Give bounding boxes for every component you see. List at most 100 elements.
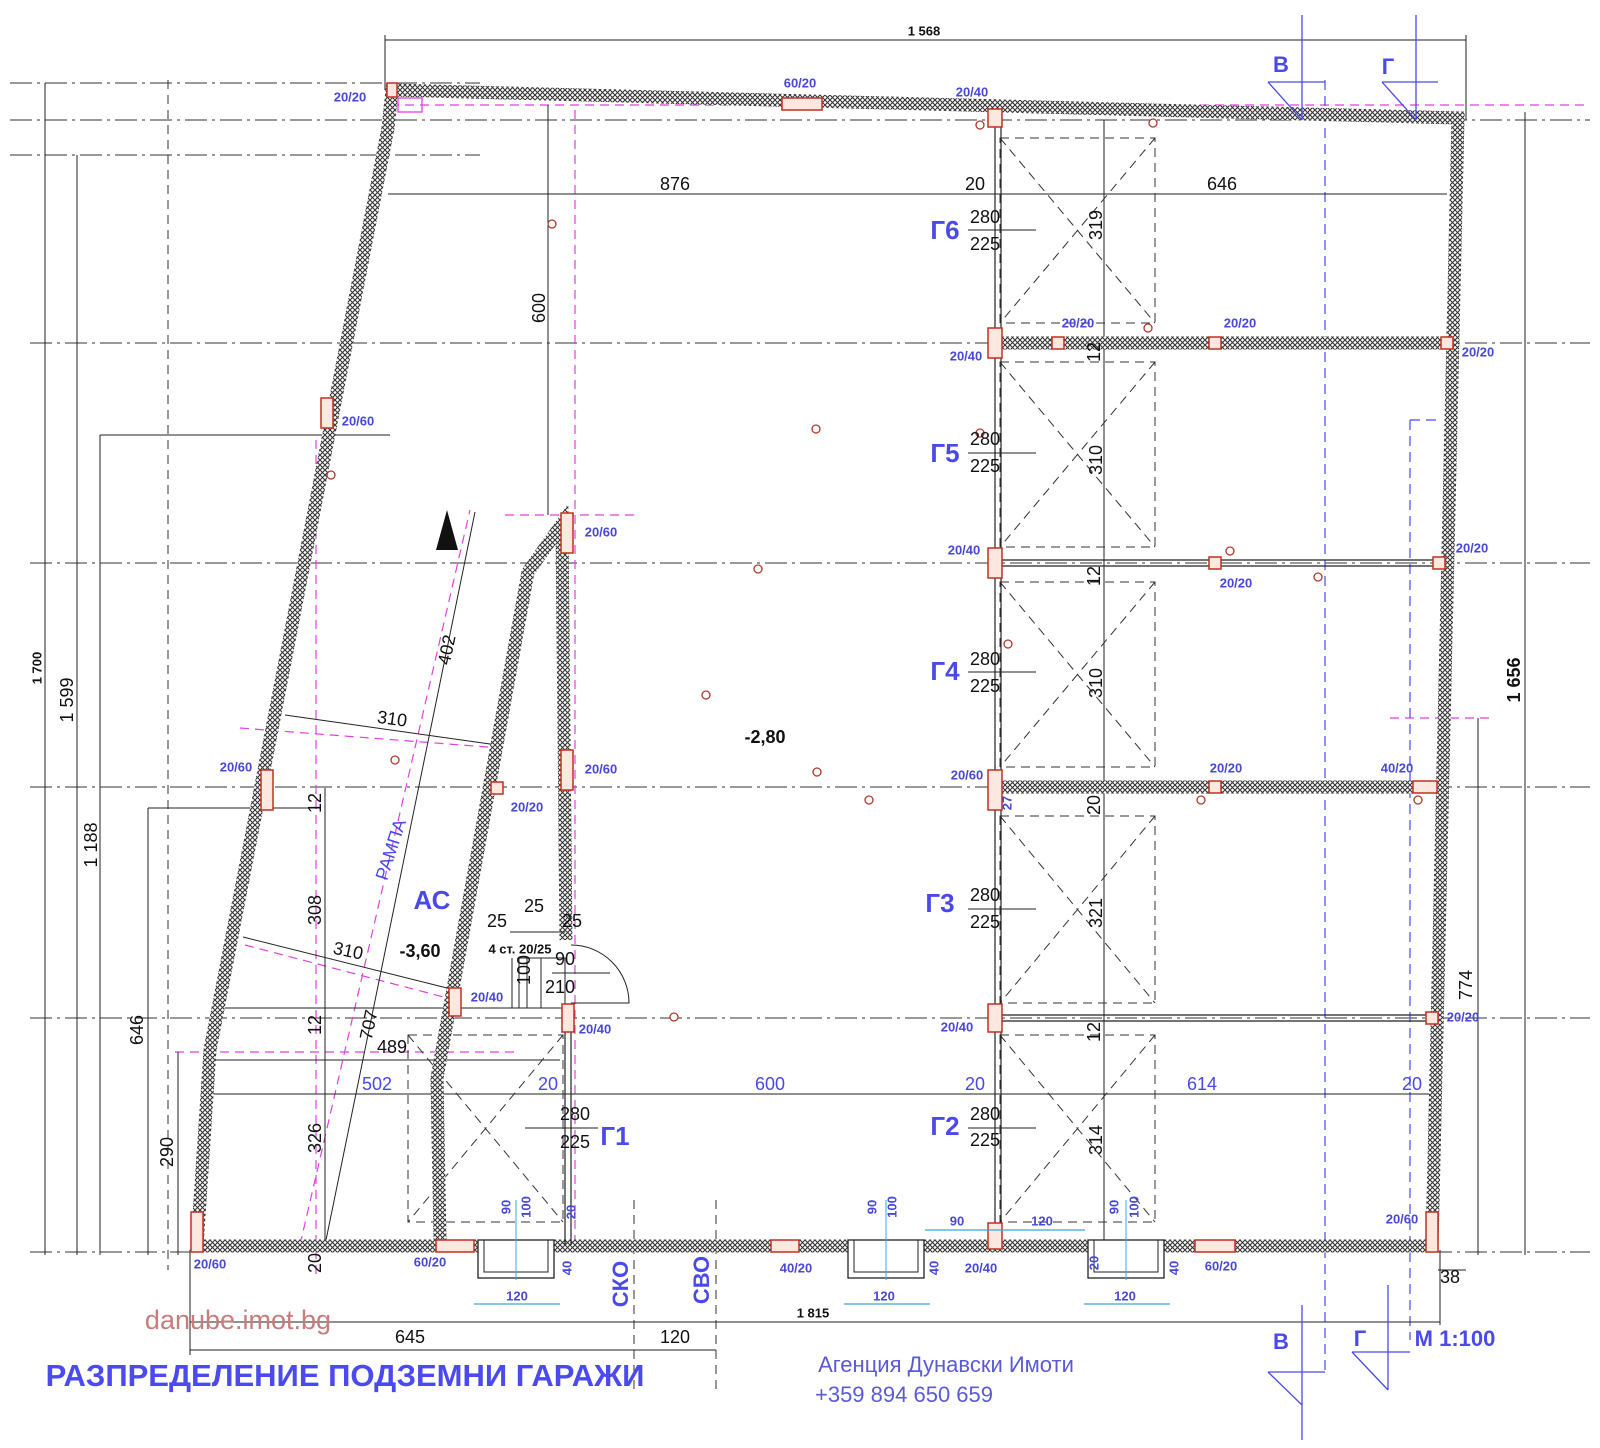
- column: [987, 1222, 1003, 1250]
- section-label: В: [1273, 52, 1289, 77]
- window-dimension: 120: [1031, 1213, 1053, 1228]
- column-label: 20/60: [585, 761, 618, 776]
- survey-points: [326, 118, 1423, 1022]
- dimension-label: 314: [1086, 1125, 1106, 1155]
- dimension-label: 280: [970, 429, 1000, 449]
- dimension-label: 38: [1440, 1267, 1460, 1287]
- dimension-label: 20: [538, 1074, 558, 1094]
- survey-point: [1225, 546, 1235, 556]
- dimension-label: 25: [524, 896, 544, 916]
- dimension-label: 280: [970, 885, 1000, 905]
- dimension-label: 502: [362, 1074, 392, 1094]
- survey-point: [669, 1012, 679, 1022]
- ramp-arrow-icon: [436, 510, 458, 550]
- column: [1425, 1211, 1439, 1253]
- dimension-label: 20: [965, 174, 985, 194]
- column-label: 20/20: [1220, 575, 1253, 590]
- column-label: 20/40: [471, 989, 504, 1004]
- survey-point: [390, 755, 400, 765]
- survey-point: [326, 470, 336, 480]
- window-dimension: 20: [1086, 1256, 1101, 1270]
- survey-point: [701, 690, 711, 700]
- column-label: 20/60: [194, 1256, 227, 1271]
- dimension-label: 20: [305, 1253, 325, 1273]
- column: [260, 769, 274, 811]
- section-markers: [1267, 15, 1438, 1440]
- dimension-label: 12: [305, 793, 325, 813]
- column: [490, 781, 504, 795]
- dimension-label: 210: [545, 977, 575, 997]
- dimension-label: 12: [1084, 566, 1104, 586]
- dimension-label: 310: [1086, 445, 1106, 475]
- dimension-label: 280: [970, 207, 1000, 227]
- column: [987, 108, 1003, 128]
- dimension-label: 20: [1084, 795, 1104, 815]
- dimension-label: 600: [755, 1074, 785, 1094]
- shaft-label: СКО: [608, 1261, 633, 1307]
- dimension-label: 600: [529, 293, 549, 323]
- dimension-label: 25: [562, 911, 582, 931]
- garage-label: Г4: [930, 656, 960, 686]
- level-label: -2,80: [744, 727, 785, 747]
- column: [320, 397, 334, 429]
- garage-label: Г6: [930, 215, 959, 245]
- column: [1440, 336, 1454, 350]
- column-label: 60/20: [1205, 1258, 1238, 1273]
- column: [1412, 780, 1438, 794]
- dimension-label: 319: [1086, 210, 1106, 240]
- survey-point: [1196, 795, 1206, 805]
- dimension-label: 25: [487, 911, 507, 931]
- dimension-label: 225: [970, 1130, 1000, 1150]
- window-dimension: 90: [864, 1200, 879, 1214]
- agency-phone: +359 894 650 659: [815, 1382, 993, 1407]
- survey-point: [1003, 639, 1013, 649]
- watermark: danube.imot.bg: [145, 1305, 331, 1335]
- window-dimension: 90: [1106, 1200, 1121, 1214]
- survey-point: [812, 767, 822, 777]
- dimension-label: 290: [157, 1137, 177, 1167]
- dimension-label: 12: [1084, 342, 1104, 362]
- dimension-label: 280: [560, 1104, 590, 1124]
- ramp-label: РАМПА: [372, 817, 410, 883]
- column: [987, 547, 1003, 579]
- column-label: 20/20: [1224, 315, 1257, 330]
- page-title: РАЗПРЕДЕЛЕНИЕ ПОДЗЕМНИ ГАРАЖИ: [46, 1358, 645, 1393]
- column: [448, 987, 462, 1017]
- dimension-label: 489: [377, 1037, 407, 1057]
- section-label: Г: [1354, 1326, 1367, 1351]
- dimension-label: 225: [970, 676, 1000, 696]
- dimension-label: 614: [1187, 1074, 1217, 1094]
- dimension-label: 280: [970, 1104, 1000, 1124]
- window-dimension: 100: [884, 1196, 899, 1218]
- window-dimension: 120: [506, 1288, 528, 1303]
- column-label: 20/60: [220, 759, 253, 774]
- column-label: 20/40: [941, 1019, 974, 1034]
- survey-point: [1313, 572, 1323, 582]
- garage-label: Г1: [600, 1121, 629, 1151]
- dimension-label: 646: [127, 1015, 147, 1045]
- dimension-label: 225: [560, 1132, 590, 1152]
- dimension-label: 1 568: [908, 23, 941, 38]
- dimension-label: 1 815: [797, 1305, 830, 1320]
- column: [561, 1003, 575, 1033]
- window-dimension: 20: [563, 1205, 578, 1219]
- section-label: В: [1273, 1329, 1289, 1354]
- column-label: 20/20: [1456, 540, 1489, 555]
- column-label: 60/20: [784, 75, 817, 90]
- column: [781, 97, 823, 111]
- ac-label: АС: [414, 885, 451, 915]
- dimension-label: 225: [970, 234, 1000, 254]
- dimension-label: 1 656: [1504, 657, 1524, 702]
- column-label: 20/60: [1386, 1211, 1419, 1226]
- dimension-label: 225: [970, 456, 1000, 476]
- column: [1208, 556, 1222, 570]
- column: [560, 512, 574, 554]
- survey-point: [1148, 118, 1158, 128]
- dimension-label: 12: [1084, 1022, 1104, 1042]
- column-label: 20/40: [579, 1021, 612, 1036]
- dimension-label: 280: [970, 649, 1000, 669]
- column-label: 20/20: [334, 89, 367, 104]
- shaft-label: СВО: [689, 1256, 714, 1304]
- window-wells: [474, 1200, 1170, 1305]
